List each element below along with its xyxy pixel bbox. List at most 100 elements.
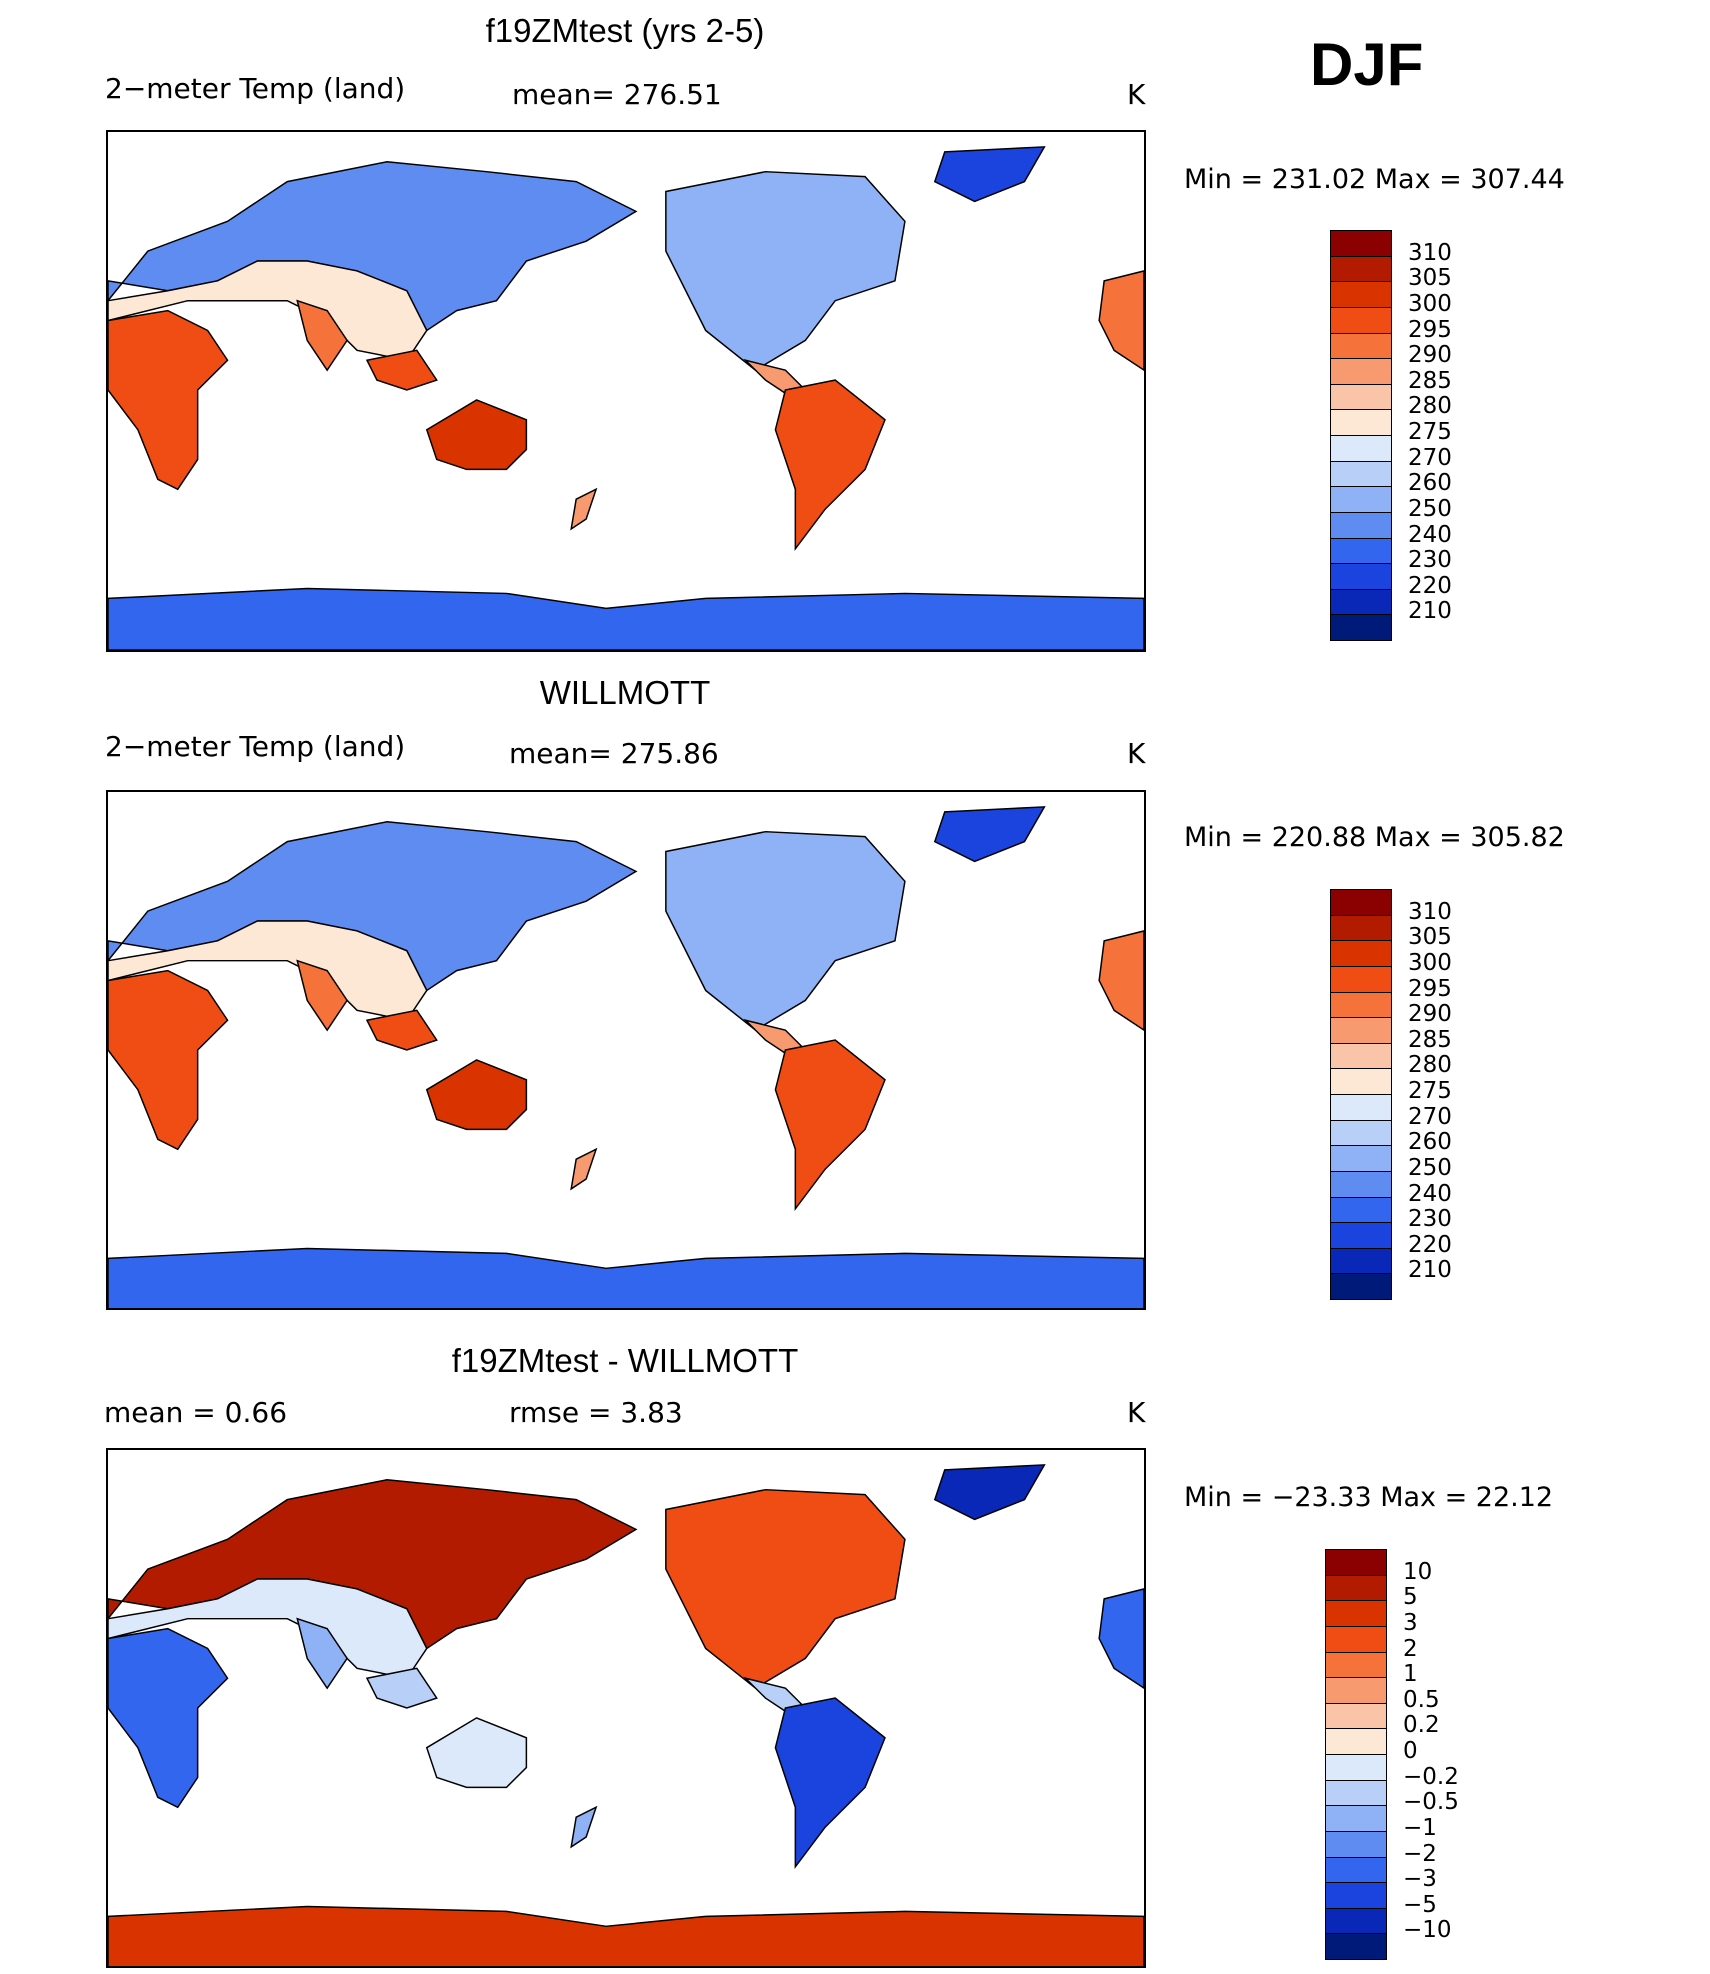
colorbar-label: −0.2 — [1403, 1763, 1459, 1790]
colorbar-swatch — [1325, 1677, 1387, 1704]
colorbar-swatch — [1330, 537, 1392, 565]
panel-obs-mean: mean= 275.86 — [509, 737, 719, 770]
colorbar-swatch — [1330, 511, 1392, 539]
panel-model-units: K — [1127, 78, 1146, 111]
colorbar-swatch — [1330, 1196, 1392, 1224]
colorbar-swatch — [1330, 281, 1392, 308]
colorbar-swatch — [1325, 1779, 1387, 1807]
land-africa — [108, 969, 229, 1151]
colorbar-swatch — [1330, 435, 1392, 462]
colorbar-label: 210 — [1408, 598, 1452, 625]
model-map-svg — [108, 146, 1144, 650]
colorbar-swatch — [1325, 1600, 1387, 1627]
colorbar-label: 310 — [1408, 239, 1452, 266]
colorbar-label: 250 — [1408, 1154, 1452, 1181]
colorbar-swatch — [1330, 1094, 1392, 1121]
colorbar-swatch — [1330, 332, 1392, 360]
land-south-asia — [108, 920, 428, 1022]
colorbar-swatch — [1330, 914, 1392, 942]
colorbar-label: 250 — [1408, 495, 1452, 522]
land-north-america — [665, 170, 906, 372]
colorbar-label: 290 — [1408, 342, 1452, 369]
panel-diff-minmax: Min = −23.33 Max = 22.12 — [1184, 1482, 1554, 1513]
panel-model-variable: 2−meter Temp (land) — [105, 72, 406, 105]
colorbar-swatch — [1330, 889, 1392, 916]
colorbar-label: 290 — [1408, 1001, 1452, 1028]
land-australia — [425, 1059, 528, 1131]
panel-obs-variable: 2−meter Temp (land) — [105, 730, 406, 763]
land-australia — [425, 399, 528, 471]
land-new-zealand — [570, 1805, 598, 1849]
season-label: DJF — [1310, 31, 1424, 98]
colorbar-swatch — [1325, 1907, 1387, 1935]
panel-diff-rmse: rmse = 3.83 — [509, 1396, 683, 1429]
land-india — [296, 959, 348, 1032]
colorbar-label: 220 — [1408, 572, 1452, 599]
panel-model-map — [106, 130, 1146, 652]
land-greenland — [933, 146, 1046, 203]
land-se-asia — [365, 1667, 438, 1709]
colorbar-swatch — [1330, 383, 1392, 411]
colorbar-swatch — [1330, 1068, 1392, 1095]
panel-obs-map — [106, 790, 1146, 1310]
colorbar-label: 280 — [1408, 393, 1452, 420]
colorbar-swatch — [1330, 1247, 1392, 1275]
panel-model-mean: mean= 276.51 — [512, 78, 722, 111]
colorbar-swatch — [1330, 486, 1392, 513]
colorbar-label: 285 — [1408, 367, 1452, 394]
colorbar-swatch — [1330, 563, 1392, 590]
colorbar-label: −5 — [1403, 1891, 1437, 1918]
colorbar-label: 0 — [1403, 1738, 1418, 1764]
land-africa — [108, 1627, 229, 1809]
land-north-america — [665, 830, 906, 1032]
colorbar-label: −2 — [1403, 1840, 1437, 1867]
colorbar-label: 275 — [1408, 419, 1452, 445]
colorbar-label: 0.2 — [1403, 1712, 1440, 1739]
panel-obs-title: WILLMOTT — [539, 674, 711, 711]
colorbar-swatch — [1325, 1830, 1387, 1858]
colorbar-swatch — [1325, 1754, 1387, 1781]
colorbar-swatch — [1330, 1222, 1392, 1249]
colorbar-swatch — [1330, 1119, 1392, 1147]
colorbar-swatch — [1330, 255, 1392, 283]
colorbar-label: 230 — [1408, 1206, 1452, 1233]
colorbar-swatch — [1330, 940, 1392, 967]
colorbar-label: −10 — [1403, 1917, 1452, 1944]
colorbar-swatch — [1325, 1702, 1387, 1730]
colorbar-label: 5 — [1403, 1584, 1418, 1611]
colorbar-swatch — [1330, 991, 1392, 1019]
colorbar-label: 280 — [1408, 1052, 1452, 1079]
land-greenland — [933, 1464, 1046, 1521]
colorbar-swatch — [1330, 965, 1392, 993]
colorbar-label: 310 — [1408, 898, 1452, 925]
colorbar-swatch — [1325, 1882, 1387, 1909]
colorbar-swatch — [1330, 1042, 1392, 1070]
colorbar-label: 270 — [1408, 444, 1452, 471]
colorbar-label: 305 — [1408, 265, 1452, 292]
colorbar-swatch — [1330, 230, 1392, 257]
panel-obs-units: K — [1127, 737, 1146, 770]
land-south-america — [774, 1697, 886, 1870]
colorbar-label: 260 — [1408, 1129, 1452, 1156]
colorbar-swatch — [1330, 460, 1392, 488]
diff-map-svg — [108, 1464, 1144, 1966]
panel-model-minmax: Min = 231.02 Max = 307.44 — [1184, 164, 1565, 195]
colorbar-label: 240 — [1408, 1180, 1452, 1207]
colorbar-label: −0.5 — [1403, 1789, 1459, 1816]
colorbar-label: 260 — [1408, 470, 1452, 497]
land-india — [296, 299, 348, 372]
panel-model-title: f19ZMtest (yrs 2-5) — [485, 12, 765, 49]
land-new-zealand — [570, 1147, 598, 1191]
colorbar-swatch — [1325, 1549, 1387, 1576]
colorbar-swatch — [1325, 1805, 1387, 1832]
colorbar-label: 220 — [1408, 1231, 1452, 1258]
colorbar-swatch — [1330, 306, 1392, 334]
land-north-america — [665, 1488, 906, 1690]
colorbar-label: 2 — [1403, 1635, 1418, 1662]
colorbar-label: 270 — [1408, 1103, 1452, 1130]
colorbar-swatch — [1330, 1145, 1392, 1172]
colorbar-swatch — [1325, 1728, 1387, 1755]
colorbar-label: 0.5 — [1403, 1686, 1440, 1713]
land-antarctica — [108, 1905, 1144, 1966]
colorbar-swatch — [1325, 1625, 1387, 1653]
